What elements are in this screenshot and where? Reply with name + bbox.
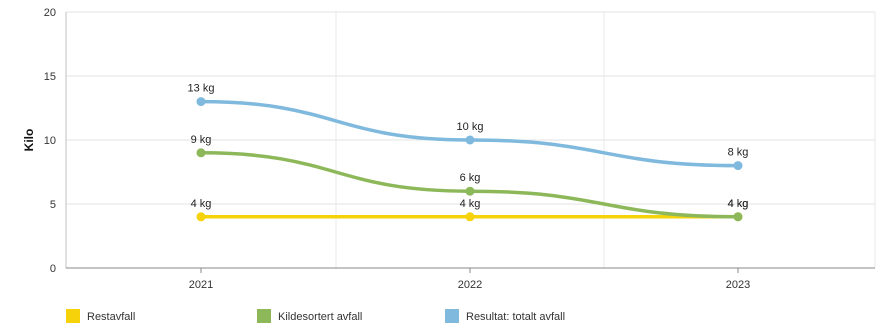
data-point-kildesortert-avfall[interactable] [196,148,206,158]
series [196,97,743,222]
data-label-kildesortert-avfall: 9 kg [191,134,212,146]
legend-label-kildesortert-avfall[interactable]: Kildesortert avfall [278,311,362,323]
legend-swatch-resultat-totalt-avfall[interactable] [445,309,459,323]
y-tick-label: 20 [44,7,56,19]
data-label-restavfall: 4 kg [191,198,212,210]
data-label-restavfall: 4 kg [460,198,481,210]
data-point-resultat-totalt-avfall[interactable] [733,161,743,171]
x-tick-label: 2021 [189,279,213,291]
legend-label-resultat-totalt-avfall[interactable]: Resultat: totalt avfall [466,311,565,323]
y-tick-label: 10 [44,135,56,147]
x-tick-labels: 2021 2022 2023 [189,268,750,291]
y-tick-label: 15 [44,71,56,83]
data-point-kildesortert-avfall[interactable] [465,186,475,196]
y-tick-label: 0 [50,263,56,275]
y-axis-title: Kilo [22,129,36,152]
data-label-restavfall: 4 kg [728,198,749,210]
legend-swatch-restavfall[interactable] [66,309,80,323]
x-tick-label: 2022 [458,279,482,291]
data-point-restavfall[interactable] [465,212,475,222]
data-point-resultat-totalt-avfall[interactable] [465,135,475,145]
data-point-resultat-totalt-avfall[interactable] [196,97,206,107]
legend: Restavfall Kildesortert avfall Resultat: t… [66,309,565,323]
legend-swatch-kildesortert-avfall[interactable] [257,309,271,323]
data-label-kildesortert-avfall: 4 kg [728,198,749,210]
data-label-kildesortert-avfall: 6 kg [460,172,481,184]
data-point-kildesortert-avfall[interactable] [733,212,743,222]
series-line-resultat-totalt-avfall [199,99,740,168]
y-tick-label: 5 [50,199,56,211]
data-label-resultat-totalt-avfall: 10 kg [457,121,484,133]
x-tick-label: 2023 [726,279,750,291]
data-label-resultat-totalt-avfall: 13 kg [188,83,215,95]
y-tick-labels: 0 5 10 15 20 [44,7,56,275]
legend-label-restavfall[interactable]: Restavfall [87,311,135,323]
data-label-resultat-totalt-avfall: 8 kg [728,147,749,159]
data-point-restavfall[interactable] [196,212,206,222]
